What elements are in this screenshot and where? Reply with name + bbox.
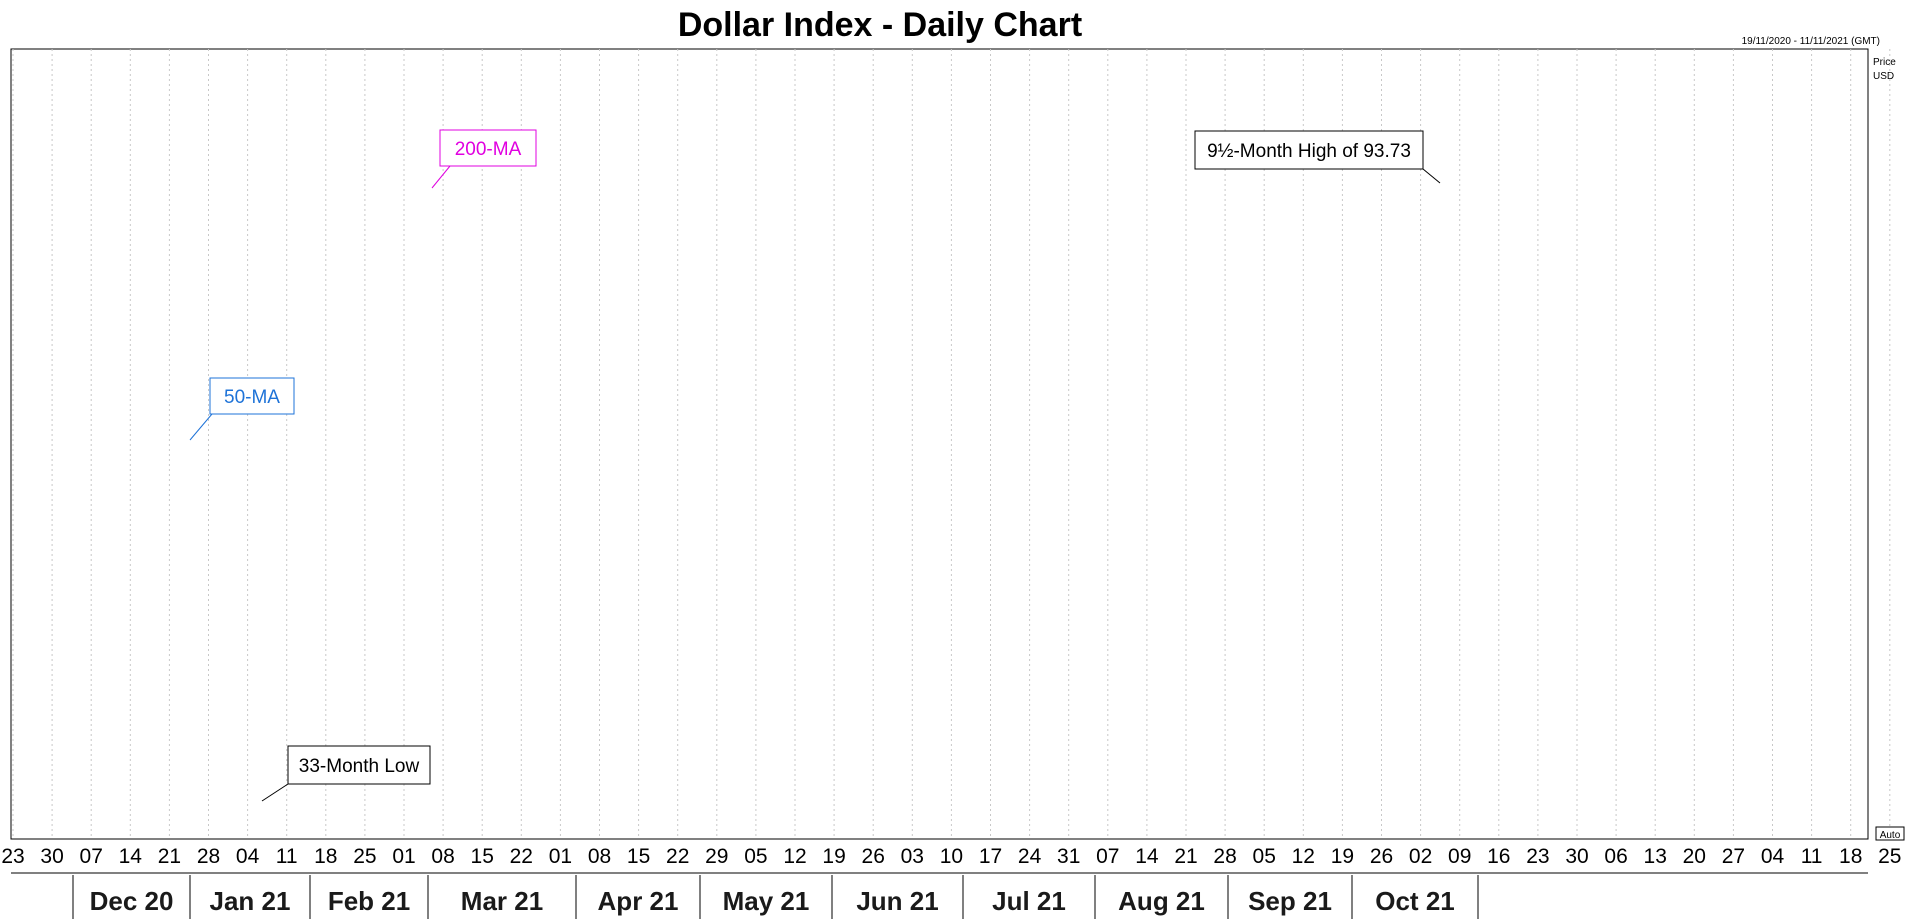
month-label: Oct 21 [1375,886,1455,916]
y-axis: PriceUSD94.49493.693.292.892.49291.691.2… [1873,57,1896,82]
month-label: Aug 21 [1118,886,1205,916]
x-tick-label: 28 [197,845,220,868]
x-tick-label: 14 [119,845,143,868]
month-label: May 21 [723,886,810,916]
ma50-label-box [209,377,295,415]
x-tick-label: 29 [705,845,728,868]
x-tick-label: 18 [314,845,337,868]
y-axis-unit: USD [1873,71,1894,82]
x-tick-label: 12 [1292,845,1315,868]
x-tick-label: 07 [1096,845,1119,868]
high-callout-text: 9½-Month High of 93.73 [1207,141,1411,162]
x-tick-label: 28 [1213,845,1236,868]
x-tick-label: 05 [744,845,767,868]
month-label: Jun 21 [856,886,938,916]
x-tick-label: 12 [783,845,806,868]
ma200-label: 200-MA [455,139,522,160]
x-tick-label: 21 [158,845,181,868]
ma200-leader [431,165,451,189]
x-tick-label: 23 [1526,845,1549,868]
x-tick-label: 10 [940,845,963,868]
y-axis-title: Price [1873,57,1896,68]
low-callout-box [287,745,431,785]
x-tick-label: 14 [1135,845,1159,868]
x-tick-label: 08 [588,845,611,868]
month-label: Apr 21 [598,886,679,916]
x-tick-label: 11 [276,845,298,868]
x-tick-label: 25 [353,845,376,868]
x-tick-label: 15 [471,845,494,868]
x-tick-label: 20 [1683,845,1706,868]
ma50-label: 50-MA [224,387,280,408]
x-tick-label: 21 [1174,845,1197,868]
x-tick-label: 06 [1604,845,1627,868]
x-tick-label: 31 [1057,845,1080,868]
x-tick-label: 07 [80,845,103,868]
date-range-label: 19/11/2020 - 11/11/2021 (GMT) [1742,36,1880,47]
x-tick-label: 05 [1253,845,1276,868]
auto-scale-label: Auto [1880,830,1901,841]
x-tick-label: 08 [431,845,454,868]
ma200-label-box [439,129,537,167]
x-tick-label: 01 [549,845,572,868]
x-tick-label: 16 [1487,845,1510,868]
x-tick-label: 25 [1878,845,1901,868]
x-tick-label: 30 [40,845,63,868]
x-axis: 23 30 07 14 21 28 04 11 18 25 01 08 15 22 01 08 15 22 29 05… [1,826,1905,919]
x-tick-label: 19 [1331,845,1354,868]
x-tick-label: 15 [627,845,650,868]
x-tick-label: 23 [1,845,24,868]
plot-frame [10,48,1869,840]
month-label: Sep 21 [1248,886,1332,916]
x-tick-label: 01 [392,845,415,868]
x-tick-label: 24 [1018,845,1042,868]
x-tick-label: 22 [510,845,533,868]
x-tick-label: 02 [1409,845,1432,868]
low-callout-text: 33-Month Low [299,756,420,777]
x-tick-label: 11 [1801,845,1823,868]
x-tick-label: 17 [979,845,1002,868]
x-tick-label: 13 [1644,845,1667,868]
x-tick-label: 04 [1761,845,1785,868]
month-label: Jul 21 [992,886,1066,916]
x-tick-label: 27 [1722,845,1745,868]
x-tick-label: 03 [901,845,924,868]
chart-title: Dollar Index - Daily Chart [678,6,1082,44]
x-tick-label: 09 [1448,845,1471,868]
low-callout-leader [261,783,289,802]
ma50-leader [189,413,213,441]
high-callout-leader [1422,168,1441,184]
x-tick-label: 26 [862,845,885,868]
gridlines [12,49,1891,839]
month-label: Mar 21 [461,886,543,916]
x-tick-label: 30 [1565,845,1588,868]
x-tick-label: 26 [1370,845,1393,868]
x-tick-label: 22 [666,845,689,868]
month-label: Feb 21 [328,886,410,916]
annotations: 9½-Month High of 93.73 33-Month Low 200-MA… [189,129,1441,802]
high-callout-box [1194,130,1424,170]
x-tick-label: 19 [822,845,845,868]
x-tick-label: 04 [236,845,260,868]
month-label: Jan 21 [210,886,291,916]
auto-scale-box [1875,826,1905,841]
month-label: Dec 20 [90,886,174,916]
x-tick-label: 18 [1839,845,1862,868]
